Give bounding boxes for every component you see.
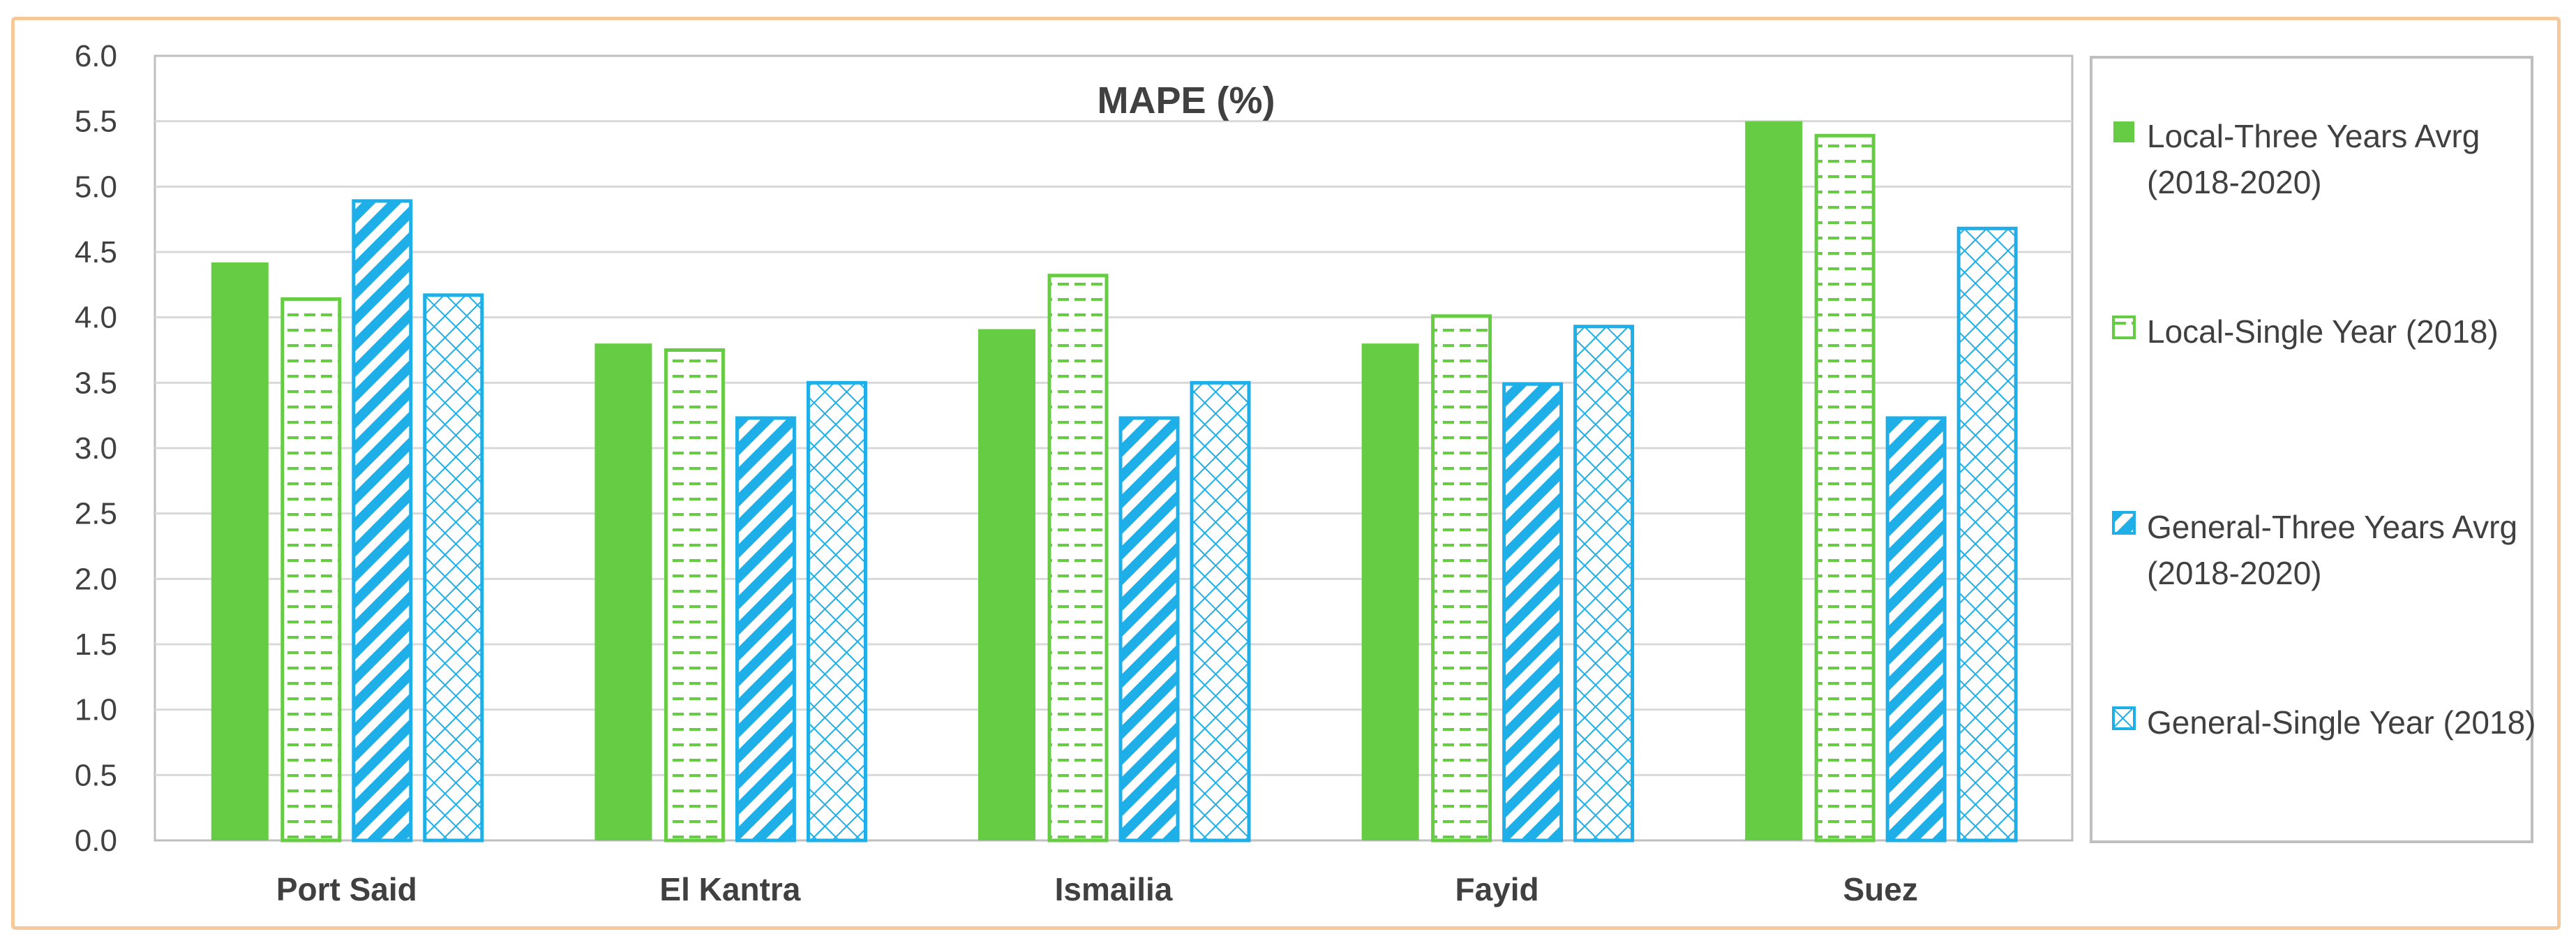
bar xyxy=(211,262,269,840)
bar xyxy=(1745,121,1803,841)
x-category-label: Fayid xyxy=(1455,871,1539,907)
bar xyxy=(1956,226,2018,843)
y-tick-label: 3.0 xyxy=(75,431,117,466)
y-tick-label: 0.0 xyxy=(75,824,117,858)
bars xyxy=(211,121,2018,843)
chart-title: MAPE (%) xyxy=(1098,80,1275,121)
y-tick-label: 1.5 xyxy=(75,628,117,662)
bar xyxy=(280,297,342,843)
bar xyxy=(1573,325,1635,843)
bar xyxy=(594,343,652,841)
x-category-label: Port Said xyxy=(276,871,417,907)
bar xyxy=(664,348,725,843)
y-tick-label: 2.0 xyxy=(75,562,117,596)
bar xyxy=(1118,416,1180,843)
x-category-label: Suez xyxy=(1843,871,1918,907)
legend: Local-Three Years Avrg (2018-2020) Local-… xyxy=(2090,56,2536,843)
legend-swatch xyxy=(2112,706,2136,730)
bar xyxy=(1431,314,1492,843)
legend-label: General-Three Years Avrg (2018-2020) xyxy=(2147,509,2518,591)
x-category-label: El Kantra xyxy=(659,871,800,907)
bar xyxy=(1814,133,1875,843)
y-tick-label: 2.5 xyxy=(75,497,117,531)
bar xyxy=(806,380,867,843)
y-tick-label: 5.0 xyxy=(75,170,117,204)
legend-label: Local-Single Year (2018) xyxy=(2147,313,2499,350)
bar xyxy=(1361,343,1419,841)
bar xyxy=(735,416,796,843)
legend-swatch xyxy=(2112,316,2136,339)
y-tick-label: 5.5 xyxy=(75,105,117,139)
y-tick-label: 4.0 xyxy=(75,301,117,335)
bar xyxy=(352,199,413,843)
y-tick-label: 3.5 xyxy=(75,366,117,400)
legend-label: General-Single Year (2018) xyxy=(2147,704,2536,741)
bar xyxy=(423,293,484,843)
legend-swatch xyxy=(2112,511,2136,535)
legend-swatch xyxy=(2113,121,2134,142)
y-tick-label: 1.0 xyxy=(75,693,117,727)
bar xyxy=(1190,380,1251,843)
x-axis-categories: Port Said El Kantra Ismailia Fayid Suez xyxy=(276,871,1918,907)
bar xyxy=(1047,274,1109,843)
y-tick-label: 0.5 xyxy=(75,758,117,792)
x-category-label: Ismailia xyxy=(1055,871,1173,907)
bar xyxy=(978,329,1035,840)
y-tick-label: 4.5 xyxy=(75,235,117,269)
y-axis-ticks: 0.0 0.5 1.0 1.5 2.0 2.5 3.0 3.5 4.0 4.5 5.0 5.5 6.0 xyxy=(75,39,117,858)
bar xyxy=(1885,416,1947,843)
legend-label: Local-Three Years Avrg (2018-2020) xyxy=(2147,118,2480,200)
bar xyxy=(1502,382,1564,843)
y-tick-label: 6.0 xyxy=(75,39,117,73)
